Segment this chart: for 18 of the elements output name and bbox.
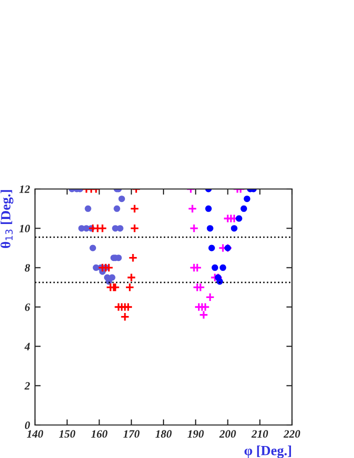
x-tick-label: 180 <box>155 430 172 438</box>
y-tick-label: 10 <box>19 224 30 232</box>
y-tick-label: 4 <box>24 342 30 350</box>
x-tick-label: 140 <box>26 430 44 438</box>
y-axis-title: θ$_{13}$ [Deg.] <box>0 190 14 248</box>
x-tick-label: 200 <box>219 430 236 438</box>
y-tick-label: 6 <box>24 303 30 311</box>
y-tick-label: 2 <box>24 382 30 390</box>
x-tick-label: 170 <box>123 430 140 438</box>
x-tick-label: 160 <box>91 430 108 438</box>
y-tick-label: 12 <box>19 185 30 193</box>
x-axis-title: φ [Deg.] <box>244 445 291 458</box>
x-tick-label: 210 <box>251 430 268 438</box>
y-tick-label: 8 <box>24 264 30 272</box>
x-tick-label: 190 <box>188 430 204 438</box>
x-tick-label: 150 <box>59 430 76 438</box>
y-tick-label: 0 <box>24 421 30 429</box>
x-tick-label: 220 <box>284 430 300 438</box>
